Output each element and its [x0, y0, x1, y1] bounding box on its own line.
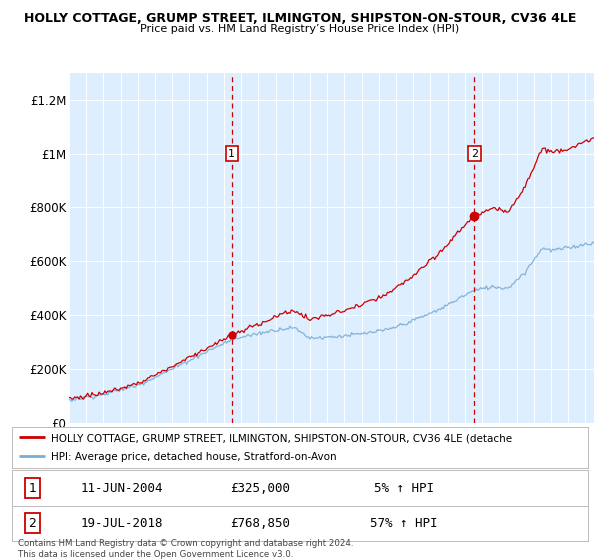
Text: 5% ↑ HPI: 5% ↑ HPI: [374, 482, 434, 494]
Text: HPI: Average price, detached house, Stratford-on-Avon: HPI: Average price, detached house, Stra…: [51, 452, 337, 462]
Text: 1: 1: [28, 482, 36, 494]
Text: Contains HM Land Registry data © Crown copyright and database right 2024.
This d: Contains HM Land Registry data © Crown c…: [18, 539, 353, 559]
Text: Price paid vs. HM Land Registry’s House Price Index (HPI): Price paid vs. HM Land Registry’s House …: [140, 24, 460, 34]
Text: £325,000: £325,000: [230, 482, 290, 494]
Text: 57% ↑ HPI: 57% ↑ HPI: [370, 517, 437, 530]
Text: HOLLY COTTAGE, GRUMP STREET, ILMINGTON, SHIPSTON-ON-STOUR, CV36 4LE (detache: HOLLY COTTAGE, GRUMP STREET, ILMINGTON, …: [51, 433, 512, 443]
Text: £768,850: £768,850: [230, 517, 290, 530]
Text: 19-JUL-2018: 19-JUL-2018: [80, 517, 163, 530]
Text: 11-JUN-2004: 11-JUN-2004: [80, 482, 163, 494]
Text: 2: 2: [28, 517, 36, 530]
Text: 2: 2: [470, 148, 478, 158]
Text: HOLLY COTTAGE, GRUMP STREET, ILMINGTON, SHIPSTON-ON-STOUR, CV36 4LE: HOLLY COTTAGE, GRUMP STREET, ILMINGTON, …: [24, 12, 576, 25]
Text: 1: 1: [229, 148, 235, 158]
